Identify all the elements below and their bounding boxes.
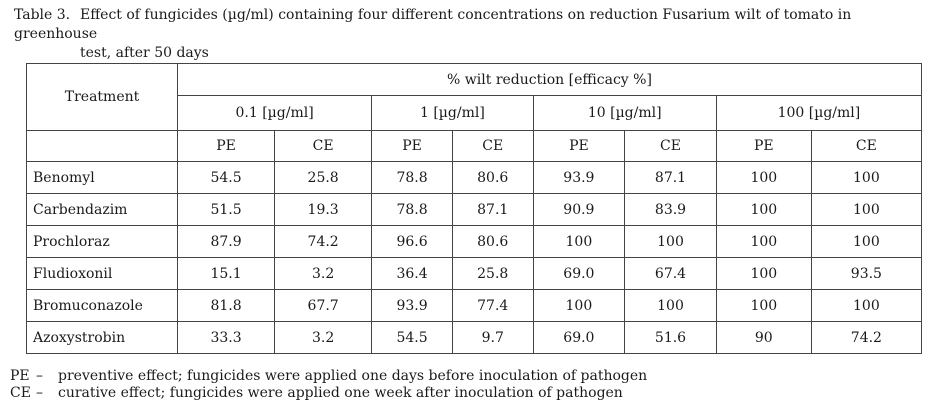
header-row-group: Treatment % wilt reduction [efficacy %] — [26, 63, 922, 131]
footnote-ce: CE – curative effect; fungicides were appl… — [10, 385, 647, 402]
footnote-dash: – — [36, 368, 43, 384]
effect-header: PE — [176, 130, 276, 162]
value-cell: 3.2 — [274, 321, 373, 354]
concentration-header: 100 [µg/ml] — [715, 95, 923, 131]
value-cell: 100 — [810, 289, 923, 322]
effect-header: PE — [371, 130, 453, 162]
table-row: Benomyl 54.5 25.8 78.8 80.6 93.9 87.1 100 100 — [26, 161, 923, 194]
value-cell: 33.3 — [176, 321, 276, 354]
value-cell: 81.8 — [176, 289, 276, 322]
value-cell: 90.9 — [532, 193, 626, 226]
value-cell: 67.4 — [624, 257, 717, 290]
value-cell: 51.5 — [176, 193, 276, 226]
caption-line-1: Table 3. Effect of fungicides (µg/ml) con… — [14, 6, 934, 44]
value-cell: 100 — [715, 193, 812, 226]
value-cell: 74.2 — [810, 321, 923, 354]
value-cell: 67.7 — [274, 289, 373, 322]
treatment-header: Treatment — [26, 63, 178, 131]
treatment-cell: Azoxystrobin — [26, 321, 178, 354]
value-cell: 100 — [532, 225, 626, 258]
footnote-abbr: CE — [10, 385, 31, 401]
effect-header: PE — [532, 130, 626, 162]
value-cell: 36.4 — [371, 257, 453, 290]
concentration-header: 1 [µg/ml] — [371, 95, 534, 131]
value-cell: 69.0 — [532, 321, 626, 354]
table-number: Table 3. — [14, 7, 71, 23]
value-cell: 78.8 — [371, 161, 453, 194]
value-cell: 83.9 — [624, 193, 717, 226]
footnote-dash: – — [36, 385, 43, 401]
treatment-cell: Carbendazim — [26, 193, 178, 226]
concentration-header: 10 [µg/ml] — [532, 95, 717, 131]
value-cell: 25.8 — [451, 257, 534, 290]
header-row-concentrations: 0.1 [µg/ml] 1 [µg/ml] 10 [µg/ml] 100 [µg… — [27, 95, 923, 131]
value-cell: 100 — [715, 161, 812, 194]
concentration-header: 0.1 [µg/ml] — [176, 95, 373, 131]
table-row: Fludioxonil 15.1 3.2 36.4 25.8 69.0 67.4 100 93.… — [26, 257, 923, 290]
treatment-cell: Fludioxonil — [26, 257, 178, 290]
value-cell: 80.6 — [451, 161, 534, 194]
empty-header-cell — [26, 130, 178, 162]
value-cell: 100 — [532, 289, 626, 322]
value-cell: 54.5 — [176, 161, 276, 194]
table-row: Carbendazim 51.5 19.3 78.8 87.1 90.9 83.9 100 10… — [26, 193, 923, 226]
value-cell: 100 — [715, 257, 812, 290]
value-cell: 100 — [624, 289, 717, 322]
caption-line-2: test, after 50 days — [80, 45, 209, 61]
value-cell: 77.4 — [451, 289, 534, 322]
effect-header: CE — [810, 130, 923, 162]
value-cell: 74.2 — [274, 225, 373, 258]
value-cell: 93.9 — [371, 289, 453, 322]
footnote-pe: PE – preventive effect; fungicides were ap… — [10, 368, 647, 385]
effect-header: CE — [451, 130, 534, 162]
value-cell: 54.5 — [371, 321, 453, 354]
value-cell: 96.6 — [371, 225, 453, 258]
treatment-cell: Benomyl — [26, 161, 178, 194]
value-cell: 100 — [810, 193, 923, 226]
effect-header: PE — [715, 130, 812, 162]
value-cell: 87.1 — [624, 161, 717, 194]
treatment-cell: Prochloraz — [26, 225, 178, 258]
table-caption: Table 3. Effect of fungicides (µg/ml) con… — [14, 6, 934, 63]
value-cell: 90 — [715, 321, 812, 354]
fungicide-efficacy-table: Treatment % wilt reduction [efficacy %] … — [26, 63, 923, 354]
table-row: Prochloraz 87.9 74.2 96.6 80.6 100 100 100 100 — [26, 225, 923, 258]
value-cell: 25.8 — [274, 161, 373, 194]
footnote-text: curative effect; fungicides were applied… — [58, 385, 623, 401]
value-cell: 19.3 — [274, 193, 373, 226]
caption-title: Effect of fungicides (µg/ml) containing … — [14, 7, 852, 42]
wilt-reduction-header: % wilt reduction [efficacy %] — [177, 63, 922, 96]
header-row-effects: PE CE PE CE PE CE PE CE — [26, 130, 923, 162]
value-cell: 100 — [715, 289, 812, 322]
value-cell: 69.0 — [532, 257, 626, 290]
footnote-abbr: PE — [10, 368, 30, 384]
table-body: Benomyl 54.5 25.8 78.8 80.6 93.9 87.1 100 100 Car… — [26, 161, 923, 354]
value-cell: 100 — [810, 225, 923, 258]
treatment-cell: Bromuconazole — [26, 289, 178, 322]
value-cell: 9.7 — [451, 321, 534, 354]
table-row: Azoxystrobin 33.3 3.2 54.5 9.7 69.0 51.6 90 74.2 — [26, 321, 923, 354]
value-cell: 78.8 — [371, 193, 453, 226]
value-cell: 100 — [624, 225, 717, 258]
value-cell: 93.5 — [810, 257, 923, 290]
value-cell: 15.1 — [176, 257, 276, 290]
value-cell: 93.9 — [532, 161, 626, 194]
effect-header: CE — [274, 130, 373, 162]
value-cell: 87.9 — [176, 225, 276, 258]
footnote-text: preventive effect; fungicides were appli… — [58, 368, 648, 384]
value-cell: 87.1 — [451, 193, 534, 226]
value-cell: 3.2 — [274, 257, 373, 290]
table-row: Bromuconazole 81.8 67.7 93.9 77.4 100 100 100 10… — [26, 289, 923, 322]
effect-header: CE — [624, 130, 717, 162]
footnotes: PE – preventive effect; fungicides were ap… — [10, 368, 647, 402]
value-cell: 100 — [810, 161, 923, 194]
value-cell: 51.6 — [624, 321, 717, 354]
value-cell: 80.6 — [451, 225, 534, 258]
value-cell: 100 — [715, 225, 812, 258]
